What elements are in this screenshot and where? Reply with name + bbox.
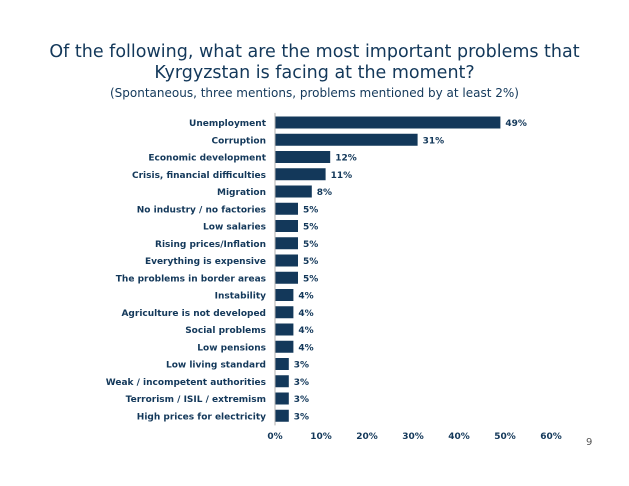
bar [275, 151, 331, 163]
bar [275, 340, 294, 353]
data-label: 5% [303, 205, 318, 215]
data-label: 5% [303, 240, 318, 250]
category-label: The problems in border areas [116, 274, 266, 284]
category-label: Rising prices/Inflation [155, 240, 266, 250]
data-label: 3% [294, 395, 309, 405]
data-label: 5% [303, 257, 318, 267]
x-tick-label: 60% [540, 432, 562, 442]
bar [275, 220, 298, 232]
category-label: Instability [215, 292, 266, 302]
bar [275, 202, 298, 215]
bar [275, 323, 294, 336]
category-label: Social problems [185, 326, 266, 336]
data-label: 5% [303, 274, 318, 284]
category-label: Low salaries [203, 223, 266, 233]
data-label: 4% [298, 326, 313, 336]
x-tick-label: 30% [402, 432, 424, 442]
data-label: 11% [331, 171, 353, 181]
category-label: No industry / no factories [137, 205, 266, 215]
data-label: 49% [505, 119, 527, 129]
bar [275, 271, 298, 284]
data-label: 31% [423, 136, 445, 146]
x-tick-label: 20% [356, 432, 378, 442]
bar [275, 306, 294, 319]
data-label: 4% [298, 292, 313, 302]
category-label: Low pensions [197, 343, 266, 353]
category-label: Everything is expensive [145, 257, 266, 267]
bar [275, 358, 289, 370]
bar [275, 254, 298, 267]
bar [275, 185, 312, 198]
x-tick-label: 40% [448, 432, 470, 442]
data-label: 8% [317, 188, 332, 198]
page-number: 9 [586, 437, 593, 448]
category-label: Corruption [212, 136, 267, 146]
category-label: Weak / incompetent authorities [106, 378, 266, 388]
chart-title-line-2: Kyrgyzstan is facing at the moment? [154, 63, 475, 83]
data-label: 3% [294, 361, 309, 371]
chart-title: Of the following, what are the most impo… [0, 42, 629, 84]
bar [275, 392, 289, 405]
chart-subtitle: (Spontaneous, three mentions, problems m… [109, 86, 519, 100]
category-label: Terrorism / ISIL / extremism [126, 395, 266, 405]
data-label: 12% [335, 154, 357, 164]
category-label: Economic development [148, 154, 266, 164]
chart-title-line-1: Of the following, what are the most impo… [49, 42, 580, 62]
data-label: 3% [294, 412, 309, 422]
data-label: 4% [298, 309, 313, 319]
bar [275, 375, 289, 388]
bar [275, 133, 418, 146]
x-tick-label: 10% [310, 432, 332, 442]
data-label: 4% [298, 343, 313, 353]
bar [275, 409, 289, 422]
category-label: Crisis, financial difficulties [132, 171, 266, 181]
bar [275, 289, 294, 301]
bar [275, 116, 501, 129]
category-label: High prices for electricity [137, 412, 266, 422]
category-label: Low living standard [166, 361, 266, 371]
bar [275, 237, 298, 250]
data-label: 5% [303, 223, 318, 233]
category-label: Unemployment [189, 119, 267, 129]
category-label: Migration [217, 188, 266, 198]
x-tick-label: 50% [494, 432, 516, 442]
x-tick-label: 0% [267, 432, 282, 442]
data-label: 3% [294, 378, 309, 388]
bar [275, 168, 326, 181]
category-label: Agriculture is not developed [121, 309, 266, 319]
